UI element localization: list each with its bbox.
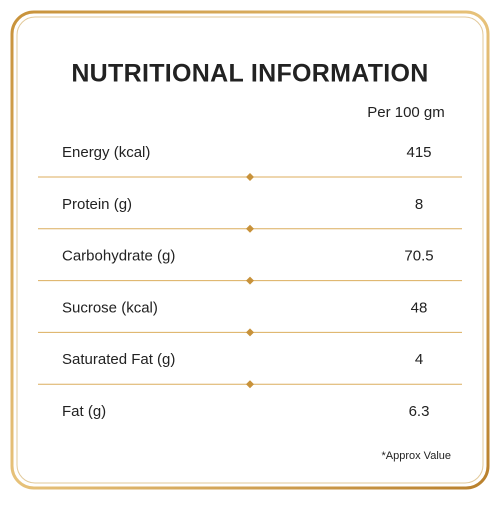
divider-diamond — [246, 328, 254, 337]
inner-frame — [16, 16, 484, 484]
row-value: 70.5 — [404, 248, 433, 265]
row-label: Protein (g) — [62, 196, 132, 213]
divider-diamond — [246, 173, 254, 181]
row-value: 8 — [415, 196, 423, 213]
row-value: 48 — [411, 299, 428, 316]
row-value: 4 — [415, 351, 423, 368]
divider-diamond — [246, 380, 254, 389]
divider-diamond — [246, 276, 254, 285]
row-label: Fat (g) — [62, 403, 106, 420]
row-label: Carbohydrate (g) — [62, 248, 175, 265]
outer-frame — [10, 10, 490, 490]
divider-diamond — [246, 224, 254, 233]
table: Energy (kcal) 415 Protein (g) 8 Carbohydrate… — [38, 144, 462, 420]
row-value: 415 — [406, 144, 431, 161]
row-label: Saturated Fat (g) — [62, 351, 175, 368]
column-header: Per 100 gm — [367, 104, 445, 121]
row-label: Sucrose (kcal) — [62, 299, 158, 316]
title: NUTRITIONAL INFORMATION — [71, 60, 428, 88]
row-label: Energy (kcal) — [62, 144, 150, 161]
footnote: *Approx Value — [381, 450, 451, 462]
row-value: 6.3 — [409, 403, 430, 420]
